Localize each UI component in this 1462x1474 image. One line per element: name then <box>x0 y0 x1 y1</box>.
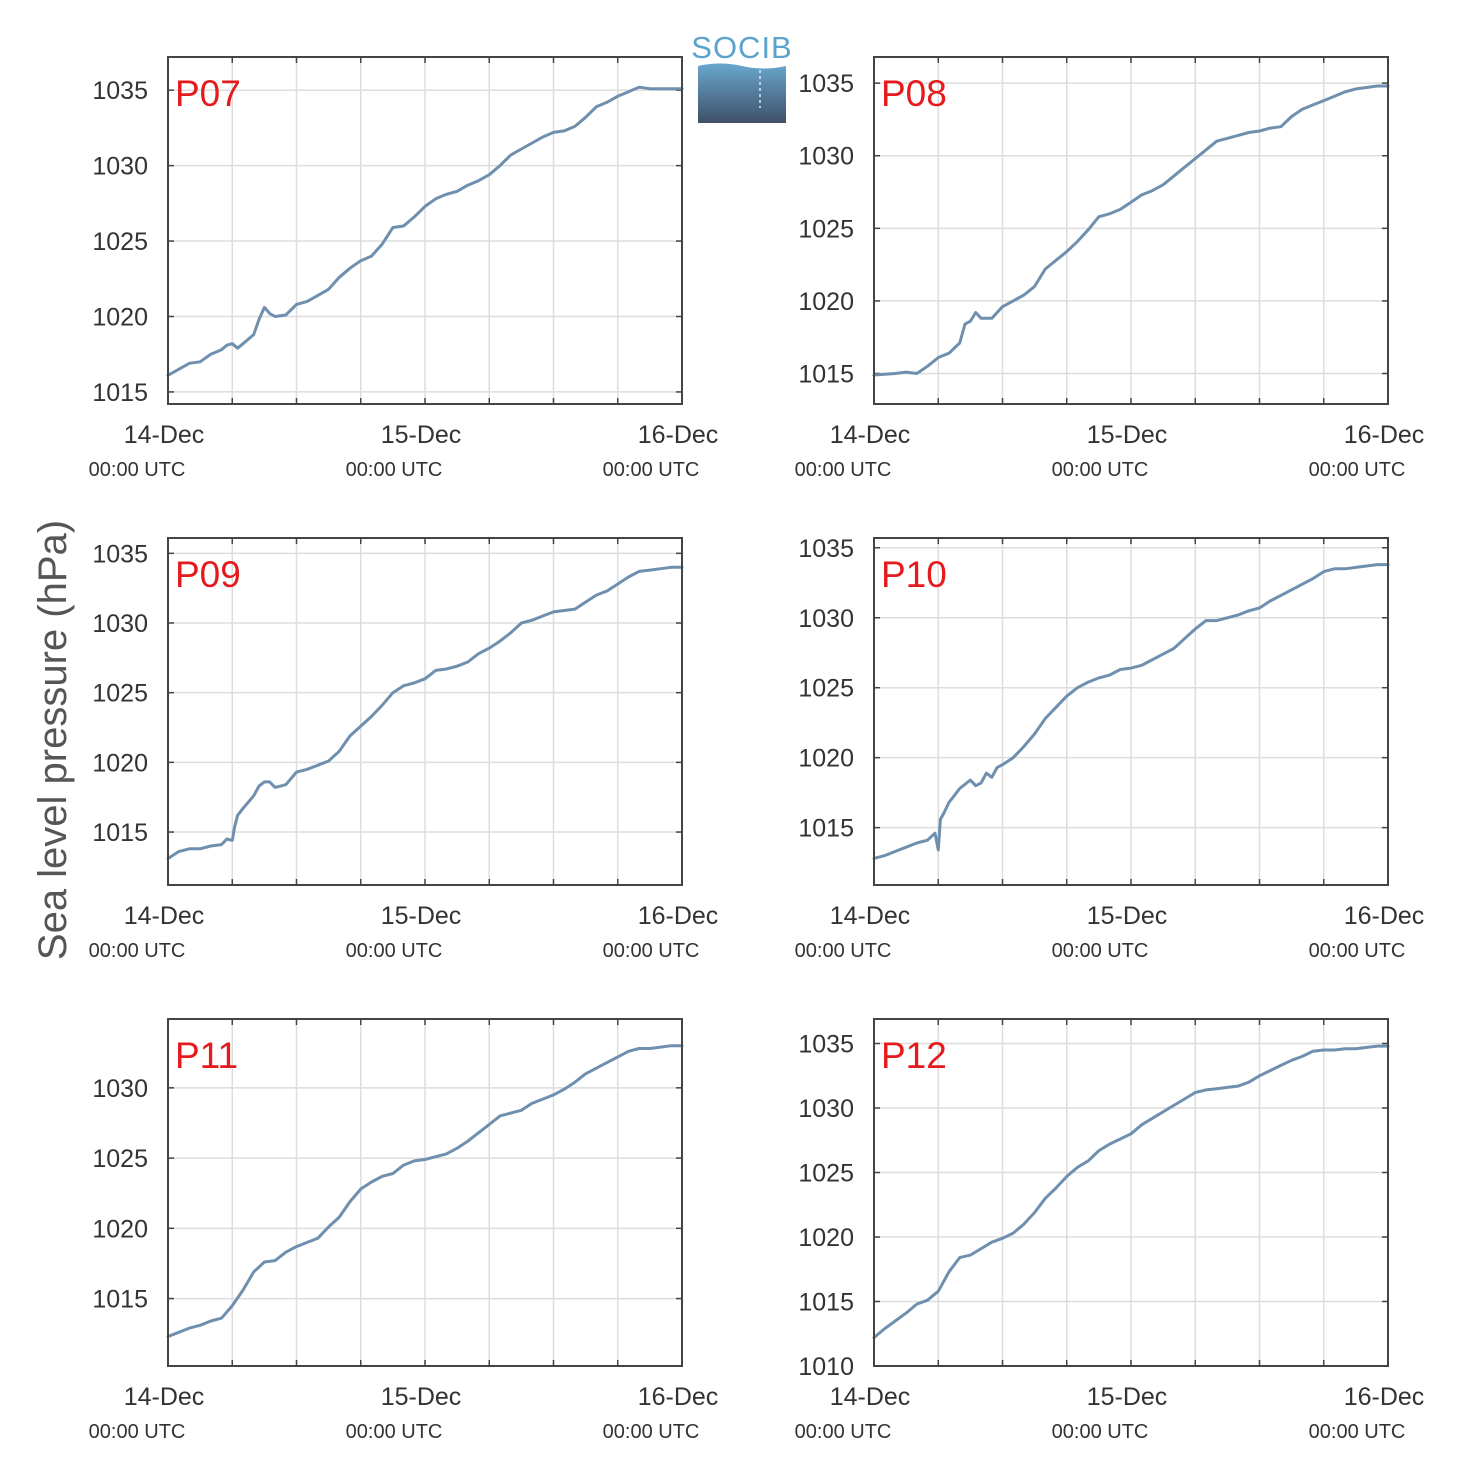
panel-p10: 1015 1020 1025 1030 1035 P10 14-Dec 00:00 UTC 15… <box>795 535 1425 962</box>
y-tick-label: 1015 <box>92 819 148 847</box>
x-tick-date-label: 15-Dec <box>1087 902 1168 930</box>
panel-p09: 1015 1020 1025 1030 1035 P09 14-Dec 00:00 UTC 15… <box>89 537 719 962</box>
plot-frame <box>873 537 1389 886</box>
y-tick-label: 1035 <box>92 77 148 105</box>
x-tick-time-label: 00:00 UTC <box>89 940 186 962</box>
y-tick-label: 1025 <box>798 1160 854 1188</box>
y-tick-label: 1035 <box>798 535 854 563</box>
x-tick-time-label: 00:00 UTC <box>1052 1421 1149 1443</box>
x-tick-date-label: 16-Dec <box>1344 1383 1425 1411</box>
socib-logo: SOCIB <box>691 30 792 123</box>
panel-p08: 1015 1020 1025 1030 1035 P08 14-Dec 00:00 UTC 15… <box>795 56 1425 481</box>
panel-p12: 1010 1015 1020 1025 1030 1035 P12 14-Dec 00:00 U… <box>795 1018 1425 1443</box>
series-line <box>166 85 684 377</box>
y-tick-label: 1035 <box>798 1031 854 1059</box>
logo-wave-shape <box>698 63 786 123</box>
y-tick-label: 1020 <box>798 1224 854 1252</box>
y-tick-label: 1020 <box>798 288 854 316</box>
y-tick-label: 1020 <box>92 1215 148 1243</box>
series-line <box>872 1044 1390 1340</box>
panel-tag: P09 <box>175 554 241 595</box>
x-tick-date-label: 15-Dec <box>381 902 462 930</box>
x-tick-time-label: 00:00 UTC <box>795 1421 892 1443</box>
plot-frame <box>873 56 1389 405</box>
y-tick-label: 1020 <box>798 745 854 773</box>
series-line <box>166 1044 684 1338</box>
x-tick-date-label: 15-Dec <box>381 1383 462 1411</box>
x-tick-date-label: 15-Dec <box>1087 1383 1168 1411</box>
series-line <box>872 563 1390 860</box>
x-tick-time-label: 00:00 UTC <box>603 1421 700 1443</box>
plot-frame <box>167 1018 683 1367</box>
y-tick-label: 1025 <box>92 1145 148 1173</box>
y-tick-label: 1030 <box>92 1075 148 1103</box>
panel-tag: P11 <box>175 1035 238 1076</box>
y-tick-label: 1030 <box>798 143 854 171</box>
x-tick-time-label: 00:00 UTC <box>1309 459 1406 481</box>
y-tick-label: 1015 <box>92 379 148 407</box>
y-axis-label: Sea level pressure (hPa) <box>31 520 75 960</box>
panel-tag: P10 <box>881 554 947 595</box>
x-tick-date-label: 15-Dec <box>381 421 462 449</box>
x-tick-date-label: 14-Dec <box>830 421 911 449</box>
y-tick-label: 1015 <box>798 361 854 389</box>
y-tick-label: 1025 <box>798 675 854 703</box>
y-tick-label: 1015 <box>798 815 854 843</box>
y-tick-label: 1030 <box>92 610 148 638</box>
x-tick-time-label: 00:00 UTC <box>1052 459 1149 481</box>
y-tick-label: 1025 <box>92 680 148 708</box>
y-tick-label: 1025 <box>798 215 854 243</box>
y-tick-label: 1030 <box>798 1095 854 1123</box>
x-tick-date-label: 14-Dec <box>830 1383 911 1411</box>
y-tick-label: 1030 <box>798 605 854 633</box>
x-tick-date-label: 16-Dec <box>1344 902 1425 930</box>
y-tick-label: 1035 <box>92 540 148 568</box>
y-tick-label: 1015 <box>798 1289 854 1317</box>
x-tick-time-label: 00:00 UTC <box>1309 1421 1406 1443</box>
x-tick-time-label: 00:00 UTC <box>1052 940 1149 962</box>
x-tick-time-label: 00:00 UTC <box>346 940 443 962</box>
x-tick-time-label: 00:00 UTC <box>603 459 700 481</box>
x-tick-time-label: 00:00 UTC <box>795 459 892 481</box>
y-tick-label: 1030 <box>92 153 148 181</box>
x-tick-time-label: 00:00 UTC <box>1309 940 1406 962</box>
x-tick-date-label: 14-Dec <box>830 902 911 930</box>
x-tick-date-label: 14-Dec <box>124 1383 205 1411</box>
y-tick-label: 1025 <box>92 228 148 256</box>
y-tick-label: 1035 <box>798 70 854 98</box>
x-tick-date-label: 14-Dec <box>124 902 205 930</box>
x-tick-date-label: 15-Dec <box>1087 421 1168 449</box>
panel-tag: P12 <box>881 1035 947 1076</box>
plot-frame <box>167 56 683 405</box>
x-tick-time-label: 00:00 UTC <box>89 1421 186 1443</box>
y-tick-label: 1010 <box>798 1353 854 1381</box>
y-tick-label: 1020 <box>92 749 148 777</box>
x-tick-date-label: 16-Dec <box>638 421 719 449</box>
x-tick-time-label: 00:00 UTC <box>795 940 892 962</box>
plot-frame <box>873 1018 1389 1367</box>
x-tick-time-label: 00:00 UTC <box>89 459 186 481</box>
panel-p07: 1015 1020 1025 1030 1035 P07 14-Dec 00:00 UTC 15… <box>89 56 719 481</box>
x-tick-date-label: 14-Dec <box>124 421 205 449</box>
logo-text: SOCIB <box>691 30 792 65</box>
plot-frame <box>167 537 683 886</box>
panels-container: 1015 1020 1025 1030 1035 P07 14-Dec 00:00 UTC 15… <box>89 56 1425 1443</box>
x-tick-date-label: 16-Dec <box>1344 421 1425 449</box>
panel-tag: P07 <box>175 73 241 114</box>
x-tick-time-label: 00:00 UTC <box>603 940 700 962</box>
y-tick-label: 1015 <box>92 1286 148 1314</box>
series-line <box>166 565 684 860</box>
x-tick-date-label: 16-Dec <box>638 902 719 930</box>
x-tick-time-label: 00:00 UTC <box>346 1421 443 1443</box>
panel-tag: P08 <box>881 73 947 114</box>
x-tick-time-label: 00:00 UTC <box>346 459 443 481</box>
panel-p11: 1015 1020 1025 1030 P11 14-Dec 00:00 UTC 15-Dec… <box>89 1018 719 1443</box>
y-tick-label: 1020 <box>92 303 148 331</box>
series-line <box>872 84 1390 377</box>
x-tick-date-label: 16-Dec <box>638 1383 719 1411</box>
